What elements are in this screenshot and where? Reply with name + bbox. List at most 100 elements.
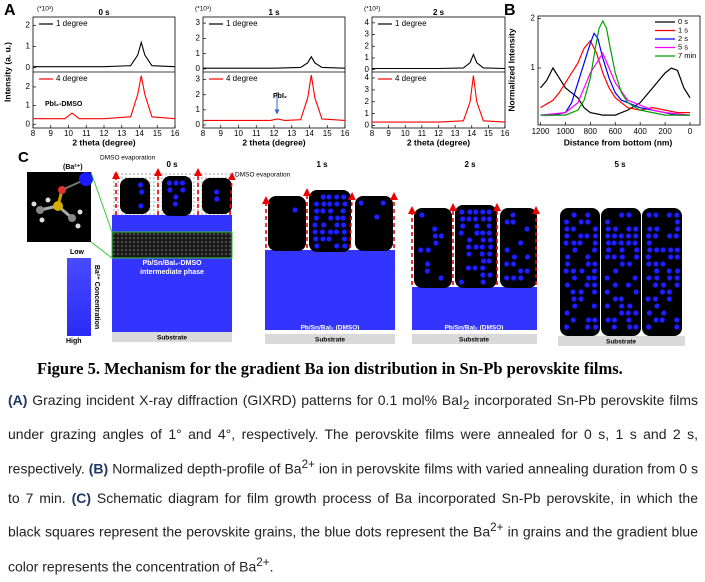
caption-title: Figure 5. Mechanism for the gradient Ba …: [37, 359, 623, 378]
ba-dot: [612, 282, 619, 288]
ba-dot: [173, 194, 179, 200]
annotation: PbI₂: [273, 93, 287, 100]
x-tick-label: 16: [171, 129, 180, 138]
grain: [309, 190, 351, 252]
ba-dot: [626, 261, 633, 267]
ba-dot: [592, 226, 599, 232]
x-tick-label: 14: [467, 129, 476, 138]
legend-label: 1 degree: [395, 19, 427, 28]
figure: A Intensity (a. u.) B Normalized Intensi…: [2, 2, 701, 346]
ba-dot: [459, 209, 465, 215]
ba-dot: [577, 233, 584, 239]
unit-label: (*10³): [364, 6, 380, 13]
ba-dot: [326, 236, 332, 242]
x-tick-label: 200: [658, 127, 672, 136]
x-tick-label: 8: [201, 129, 206, 138]
ba-dot: [570, 268, 577, 274]
ba-dot: [333, 194, 340, 200]
legend-label: 5 s: [678, 42, 688, 51]
ba-dot: [467, 209, 473, 215]
text: ion in perovskite films with varied anne…: [8, 460, 698, 506]
ba-dot: [652, 296, 659, 302]
ba-dot: [633, 289, 639, 295]
ba-dot: [618, 240, 624, 246]
ba-dot: [674, 254, 681, 260]
ba-dot: [612, 268, 619, 274]
ba-dot: [487, 237, 494, 243]
ba-dot: [653, 247, 660, 253]
ba-dot: [458, 230, 465, 236]
ba-dot: [646, 212, 652, 218]
ba-dot: [605, 240, 612, 246]
ba-dot: [674, 324, 680, 330]
ba-dot: [654, 275, 660, 281]
ba-dot: [340, 194, 347, 200]
ba-dot: [466, 216, 472, 222]
substrate: [558, 336, 685, 346]
ba-dot: [660, 247, 666, 253]
grain: [202, 178, 232, 214]
ba-dot: [632, 233, 639, 239]
ba-dot: [565, 254, 571, 260]
ba-dot: [321, 201, 327, 207]
ba-dot: [438, 233, 445, 239]
legend-label: 4 degree: [395, 74, 427, 83]
ba-dot: [472, 216, 479, 222]
ba-dot: [584, 324, 591, 330]
ba-dot: [654, 226, 660, 232]
ba-dot: [480, 258, 487, 264]
legend-label: 4 degree: [226, 74, 258, 83]
ba-dot: [645, 254, 651, 260]
ba-dot: [487, 272, 493, 278]
ba-dot: [604, 289, 611, 295]
plot-title: 2 s: [433, 8, 445, 17]
ba-dot: [584, 282, 590, 288]
unit-label: (*10³): [195, 6, 211, 13]
ba-dot: [424, 268, 431, 274]
substrate: [412, 334, 537, 344]
ba-dot: [138, 189, 145, 195]
ba-dot: [334, 201, 340, 207]
ba-dot: [571, 303, 578, 309]
callout-line: [90, 171, 113, 233]
ba-dot: [585, 261, 592, 267]
ba-dot: [604, 303, 611, 309]
ba-dot: [474, 230, 480, 236]
ba-dot: [564, 226, 570, 232]
ba-dot: [647, 226, 653, 232]
grain: [120, 178, 150, 214]
ba-dot: [674, 247, 681, 253]
pattern-curve: [372, 75, 506, 123]
ba-dot: [320, 236, 326, 242]
x-tick-label: 12: [100, 129, 109, 138]
plot-title: 1 s: [268, 8, 280, 17]
ba-dot: [510, 212, 516, 218]
ba-dot: [487, 244, 494, 250]
x-tick-label: 15: [484, 129, 493, 138]
ba-dot: [480, 272, 486, 278]
ba-dot: [327, 229, 334, 235]
ba-dot: [417, 247, 424, 253]
ba-dot: [674, 282, 680, 288]
ba-dot: [645, 296, 651, 302]
ba-dot: [373, 214, 380, 220]
ba-dot: [611, 317, 618, 323]
ba-dot: [479, 251, 485, 257]
ba-dot: [571, 275, 578, 281]
ba-dot: [320, 222, 327, 228]
ba-dot: [474, 223, 480, 229]
profile-line: [540, 51, 691, 116]
film-label: Pb/Sn/BaI₂ (DMSO): [301, 325, 360, 332]
ba-dot: [480, 237, 486, 243]
substrate-label: Substrate: [606, 339, 636, 346]
ba-dot: [341, 229, 348, 235]
x-tick-label: 11: [418, 129, 427, 138]
ba-dot: [604, 233, 611, 239]
plot-frame: [202, 16, 346, 129]
legend-label: 0 s: [678, 17, 688, 26]
ba-dot: [633, 324, 639, 330]
text: Grazing incident X-ray diffraction (GIXR…: [27, 392, 463, 408]
callout-line: [90, 241, 113, 259]
x-tick-label: 15: [323, 129, 332, 138]
ba-dot: [618, 303, 625, 309]
